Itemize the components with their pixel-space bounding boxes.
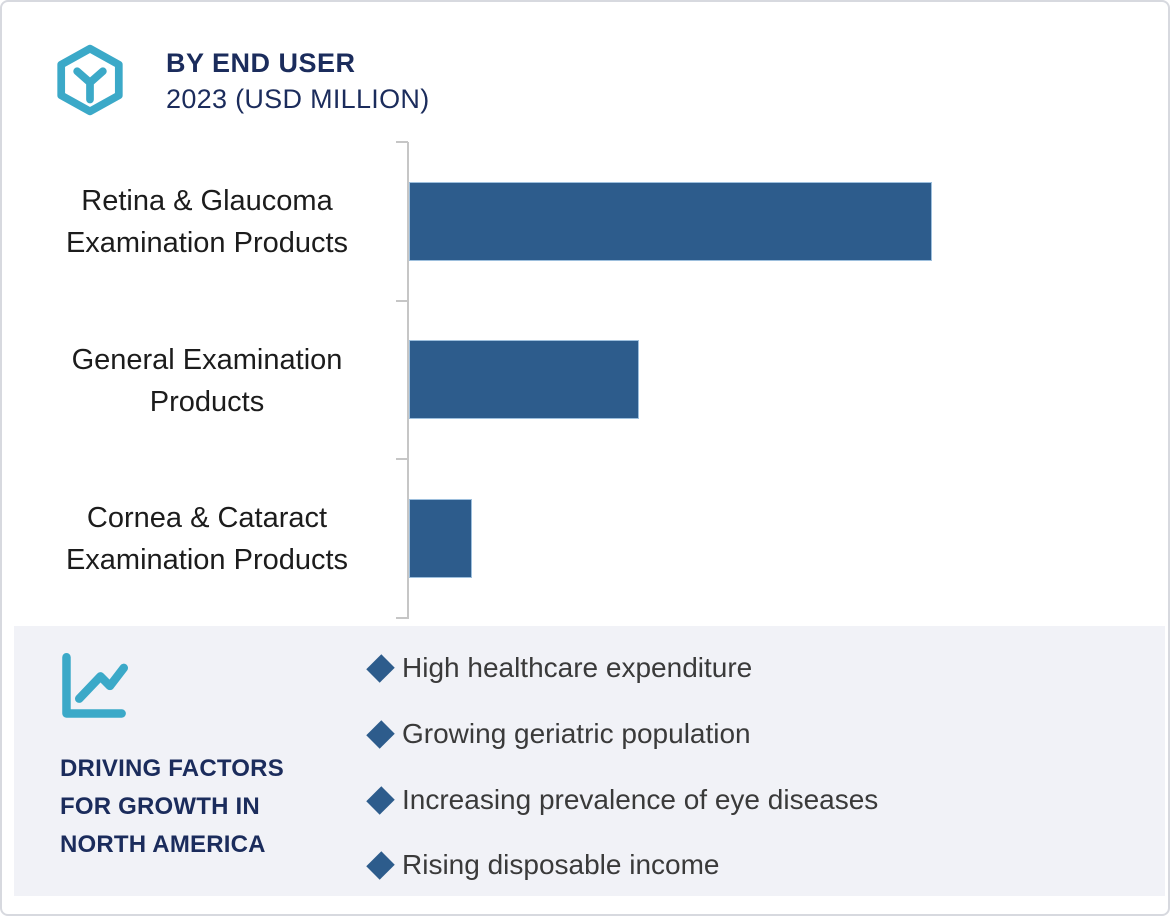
driving-factors-title-line: NORTH AMERICA — [60, 831, 266, 858]
chart-header: BY END USER 2023 (USD MILLION) — [54, 44, 429, 117]
bar-cornea-cataract — [409, 499, 472, 578]
bar-general-examination — [409, 340, 639, 419]
bar-chart: Retina & Glaucoma Examination Products G… — [2, 2, 1168, 628]
list-item: Increasing prevalence of eye diseases — [366, 778, 878, 822]
axis-tick — [396, 458, 408, 460]
chart-title: BY END USER — [166, 48, 356, 78]
diamond-bullet-icon — [366, 719, 395, 749]
list-item: Growing geriatric population — [366, 712, 751, 756]
driving-factors-panel: DRIVING FACTORS FOR GROWTH IN NORTH AMER… — [14, 626, 1165, 896]
diamond-bullet-icon — [366, 653, 395, 683]
category-label: Cornea & Cataract Examination Products — [65, 501, 349, 576]
driving-factors-title-line: DRIVING FACTORS — [60, 755, 284, 782]
list-item-text: Rising disposable income — [402, 849, 720, 880]
axis-tick — [396, 617, 408, 619]
line-chart-icon — [62, 653, 128, 718]
y-axis-line — [407, 142, 409, 619]
axis-tick — [396, 141, 408, 143]
hexagon-cube-icon — [57, 44, 123, 116]
axis-tick — [396, 300, 408, 302]
list-item-text: Growing geriatric population — [402, 718, 751, 749]
driving-factors-title: DRIVING FACTORS FOR GROWTH IN NORTH AMER… — [60, 750, 284, 864]
category-label: General Examination Products — [71, 343, 343, 418]
driving-factors-title-line: FOR GROWTH IN — [60, 793, 260, 820]
diamond-bullet-icon — [366, 785, 395, 815]
chart-subtitle: 2023 (USD MILLION) — [166, 84, 430, 114]
bar-retina-glaucoma — [409, 182, 932, 261]
header-titles: BY END USER 2023 (USD MILLION) — [166, 44, 429, 117]
list-item: Rising disposable income — [366, 843, 720, 887]
list-item: High healthcare expenditure — [366, 646, 752, 690]
category-label: Retina & Glaucoma Examination Products — [65, 184, 349, 259]
list-item-text: Increasing prevalence of eye diseases — [402, 784, 879, 815]
diamond-bullet-icon — [366, 850, 395, 880]
list-item-text: High healthcare expenditure — [402, 652, 753, 683]
